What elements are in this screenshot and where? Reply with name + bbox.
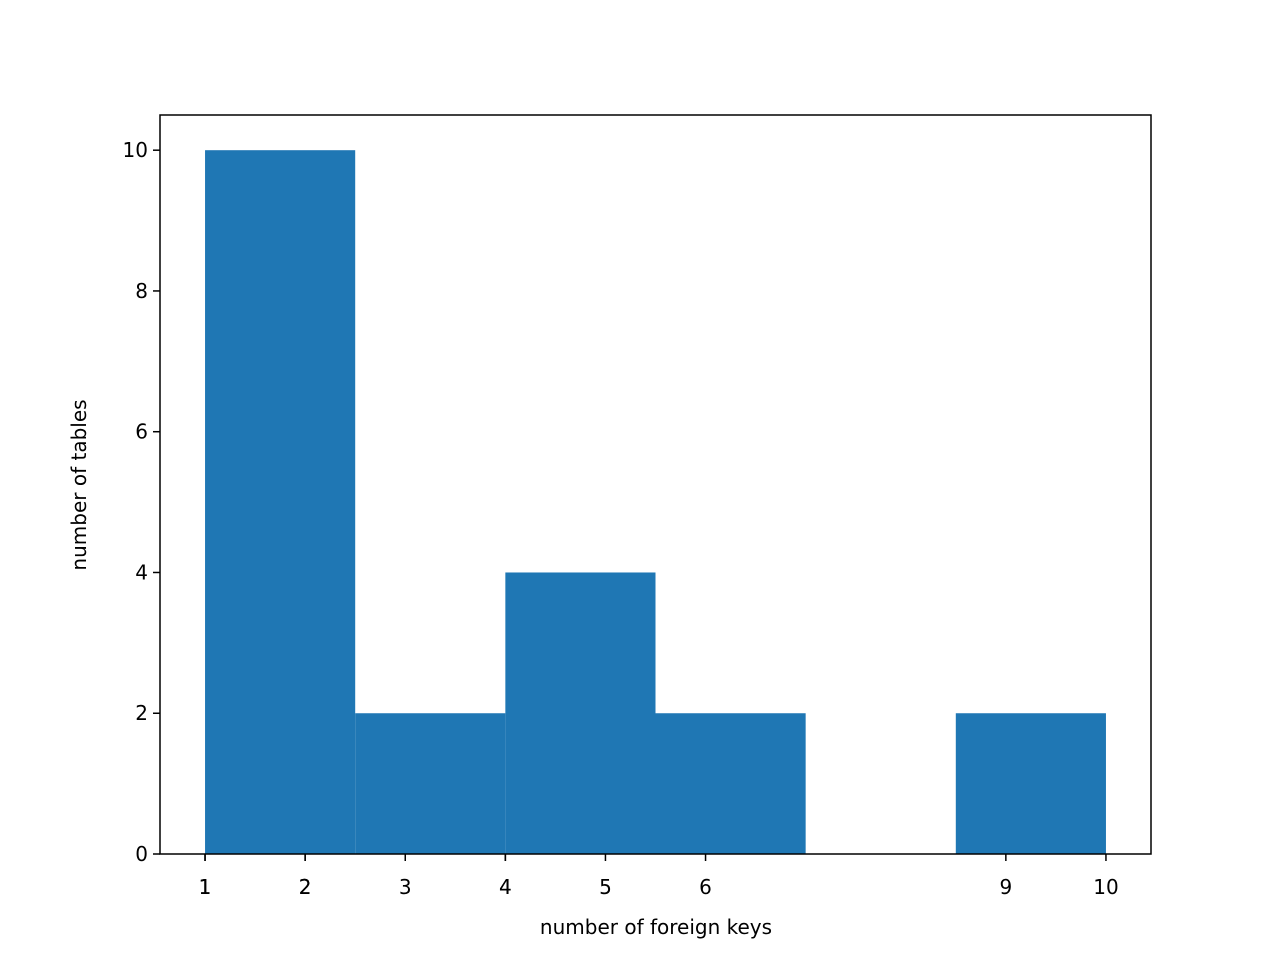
x-tick-label: 3 (399, 875, 412, 899)
y-tick-label: 8 (135, 279, 148, 303)
x-tick-label: 6 (699, 875, 712, 899)
x-tick-label: 9 (999, 875, 1012, 899)
x-tick-label: 2 (299, 875, 312, 899)
y-tick-label: 0 (135, 842, 148, 866)
x-axis-label: number of foreign keys (540, 915, 772, 939)
y-tick-label: 10 (123, 138, 148, 162)
x-tick-label: 2 (299, 875, 312, 899)
y-axis-label: number of tables (67, 399, 91, 570)
x-tick-label: 1 (199, 875, 212, 899)
x-tick-label: 4 (499, 875, 512, 899)
axes-frame (159, 114, 1152, 855)
x-tick-label: 4 (499, 875, 512, 899)
bar (355, 713, 506, 854)
bar (955, 713, 1106, 854)
bar (505, 572, 656, 854)
x-tick-label: 10 (1093, 875, 1118, 899)
x-tick-label: 1 (199, 875, 212, 899)
x-tick-label: 5 (599, 875, 612, 899)
bar (655, 713, 806, 854)
y-tick-label: 2 (135, 701, 148, 725)
bar (205, 150, 356, 854)
y-tick-label: 6 (135, 420, 148, 444)
y-tick-label: 4 (135, 560, 148, 584)
